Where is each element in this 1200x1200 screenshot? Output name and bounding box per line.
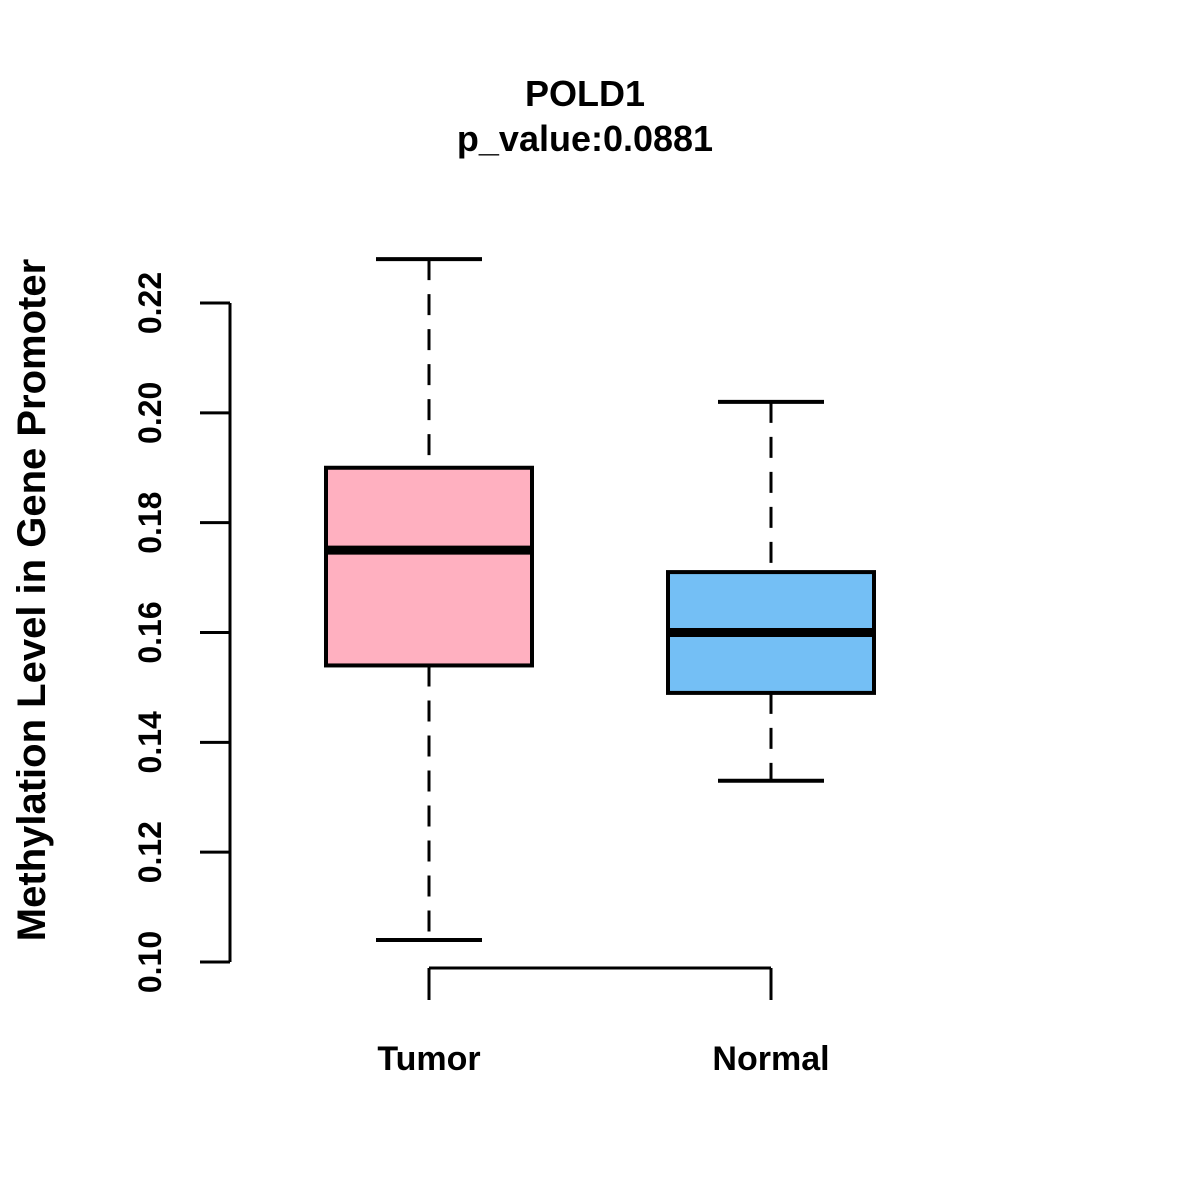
- y-tick-label: 0.10: [132, 931, 168, 993]
- y-tick-label: 0.16: [132, 601, 168, 663]
- chart-title: POLD1: [524, 73, 646, 114]
- y-tick-label: 0.18: [132, 492, 168, 554]
- y-tick-label: 0.20: [132, 382, 168, 444]
- y-tick-label: 0.22: [132, 272, 168, 334]
- x-axis-label-normal: Normal: [712, 1040, 830, 1078]
- y-tick-label: 0.12: [132, 821, 168, 883]
- chart-subtitle-pvalue: p_value:0.0881: [456, 118, 714, 159]
- y-axis-label: Methylation Level in Gene Promoter: [10, 258, 54, 942]
- x-axis-label-tumor: Tumor: [377, 1040, 481, 1078]
- box-tumor: [324, 465, 534, 668]
- y-tick-label: 0.14: [132, 711, 168, 773]
